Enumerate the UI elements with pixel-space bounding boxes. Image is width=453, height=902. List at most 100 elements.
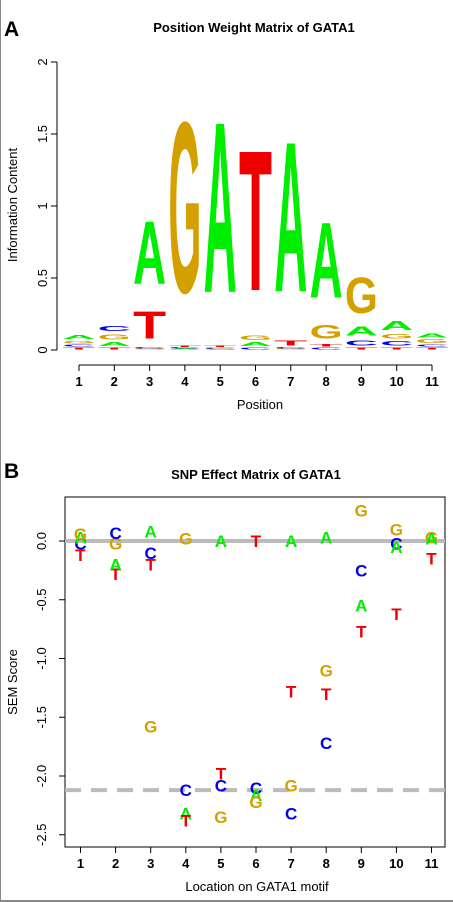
sem-plot-frame xyxy=(64,496,446,848)
logo-letter-t-pos7: T xyxy=(274,339,308,348)
sem-x-tick-label: 11 xyxy=(425,856,439,871)
logo-letter-t-pos8: T xyxy=(310,343,343,347)
sem-point-g-pos8: G xyxy=(320,661,333,680)
pwm-y-tick-label: 2 xyxy=(35,58,50,65)
logo-letter-g-pos10: G xyxy=(380,333,413,340)
panel-b: B SNP Effect Matrix of GATA1 TCAGTAGCTCA… xyxy=(4,460,446,894)
logo-letter-t-pos6: T xyxy=(239,110,272,334)
logo-letter-c-pos6: C xyxy=(239,347,272,350)
logo-letter-g-pos6: G xyxy=(239,334,272,341)
sem-point-c-pos10: C xyxy=(390,534,402,553)
pwm-x-tick-label: 7 xyxy=(287,374,294,389)
sem-x-tick-label: 8 xyxy=(323,856,330,871)
sem-x-axis-label: Location on GATA1 motif xyxy=(185,879,329,894)
pwm-x-axis-label: Position xyxy=(237,397,283,412)
sem-x-tick-label: 3 xyxy=(147,856,154,871)
logo-letter-c-pos7: C xyxy=(274,347,307,348)
logo-letter-t-pos5: T xyxy=(204,346,237,347)
sem-point-g-pos1: G xyxy=(74,525,87,544)
sem-point-a-pos9: A xyxy=(355,597,367,616)
sem-x-tick-label: 6 xyxy=(252,856,259,871)
logo-letter-g-pos3: G xyxy=(133,349,166,350)
sem-point-c-pos7: C xyxy=(285,805,297,824)
logo-letter-t-pos9: T xyxy=(345,347,378,350)
logo-letter-a-pos9: A xyxy=(345,325,378,339)
panel-a: A Position Weight Matrix of GATA1 TCGATA… xyxy=(4,18,449,412)
pwm-y-tick-label: 1.5 xyxy=(35,125,50,143)
pwm-x-tick-label: 2 xyxy=(111,374,118,389)
logo-stacks: TCGATAGCGCTAACTGCGTACAGTGCTACTGATCAGTCGA… xyxy=(63,72,449,350)
logo-letter-a-pos4: A xyxy=(168,349,201,350)
pwm-y-tick-label: 0.5 xyxy=(35,269,50,287)
sem-point-a-pos11: A xyxy=(425,530,437,549)
logo-letter-t-pos1: T xyxy=(63,347,96,350)
logo-letter-g-pos4: G xyxy=(168,72,201,345)
sem-x-tick-label: 10 xyxy=(389,856,403,871)
logo-letter-a-pos1: A xyxy=(63,334,96,340)
pwm-chart-title: Position Weight Matrix of GATA1 xyxy=(153,20,355,35)
panel-b-label: B xyxy=(4,460,19,483)
sem-points: TCAGTAGCTCAGGCATATCGTCAGATGCAGTCGCATGCAT… xyxy=(74,501,438,830)
logo-letter-g-pos11: G xyxy=(416,339,449,345)
pwm-x-tick-label: 11 xyxy=(425,374,439,389)
logo-letter-c-pos5: C xyxy=(204,349,237,350)
sem-point-g-pos2: G xyxy=(109,534,122,553)
pwm-x-tick-label: 8 xyxy=(322,374,329,389)
logo-letter-c-pos1: C xyxy=(63,344,96,347)
pwm-x-tick-label: 10 xyxy=(389,374,403,389)
sem-point-c-pos5: C xyxy=(215,776,227,795)
sem-point-a-pos4: A xyxy=(180,805,192,824)
sem-point-g-pos4: G xyxy=(179,530,192,549)
sem-y-tick-label: -2.0 xyxy=(34,765,49,787)
sem-point-g-pos3: G xyxy=(144,718,157,737)
sem-point-t-pos11: T xyxy=(426,550,437,569)
sem-point-g-pos7: G xyxy=(284,776,297,795)
sem-point-c-pos1: C xyxy=(74,534,86,553)
panel-a-label: A xyxy=(4,18,19,41)
pwm-x-tick-label: 1 xyxy=(75,374,82,389)
sem-point-t-pos9: T xyxy=(356,622,367,641)
logo-letter-a-pos6: A xyxy=(239,341,272,347)
sem-y-tick-label: 0.0 xyxy=(34,532,49,550)
sem-x-tick-label: 5 xyxy=(217,856,224,871)
sem-point-t-pos2: T xyxy=(110,565,121,584)
sem-x-tick-label: 9 xyxy=(358,856,365,871)
logo-letter-t-pos2: T xyxy=(98,347,131,350)
sem-point-c-pos9: C xyxy=(355,561,367,580)
pwm-y-tick-label: 0 xyxy=(35,346,50,353)
sem-point-t-pos3: T xyxy=(146,556,157,575)
logo-letter-t-pos10: T xyxy=(380,347,413,350)
sem-reference-lines xyxy=(65,539,445,793)
pwm-y-axis-label: Information Content xyxy=(5,148,20,263)
logo-letter-a-pos2: A xyxy=(98,341,131,347)
sem-point-t-pos7: T xyxy=(286,682,297,701)
sem-x-tick-label: 7 xyxy=(287,856,294,871)
logo-letter-a-pos5: A xyxy=(204,72,237,344)
logo-letter-a-pos10: A xyxy=(380,319,413,333)
logo-letter-c-pos2: C xyxy=(98,324,131,333)
sem-chart-title: SNP Effect Matrix of GATA1 xyxy=(171,467,341,482)
pwm-x-tick-label: 3 xyxy=(146,374,153,389)
logo-letter-g-pos5: G xyxy=(204,347,237,348)
pwm-x-tick-label: 5 xyxy=(217,374,224,389)
logo-letter-t-pos4: T xyxy=(168,346,201,347)
logo-letter-g-pos8: G xyxy=(310,321,343,343)
sem-point-t-pos1: T xyxy=(75,546,86,565)
sem-y-axis-label: SEM Score xyxy=(5,649,20,715)
logo-letter-a-pos3: A xyxy=(133,203,166,304)
sem-point-a-pos8: A xyxy=(320,528,332,547)
logo-letter-c-pos4: C xyxy=(168,347,201,348)
sem-point-a-pos2: A xyxy=(109,556,121,575)
sem-point-a-pos6: A xyxy=(250,786,262,805)
sem-point-t-pos10: T xyxy=(391,605,402,624)
pwm-x-tick-label: 4 xyxy=(181,374,189,389)
sem-y-tick-label: -0.5 xyxy=(34,589,49,611)
logo-letter-g-pos9: G xyxy=(345,266,378,324)
sem-point-g-pos11: G xyxy=(425,528,438,547)
sem-point-c-pos6: C xyxy=(250,779,262,798)
sem-y-tick-label: -1.0 xyxy=(34,647,49,669)
sem-point-t-pos6: T xyxy=(251,532,262,551)
logo-letter-g-pos7: G xyxy=(274,349,307,350)
sem-point-t-pos5: T xyxy=(216,765,227,784)
